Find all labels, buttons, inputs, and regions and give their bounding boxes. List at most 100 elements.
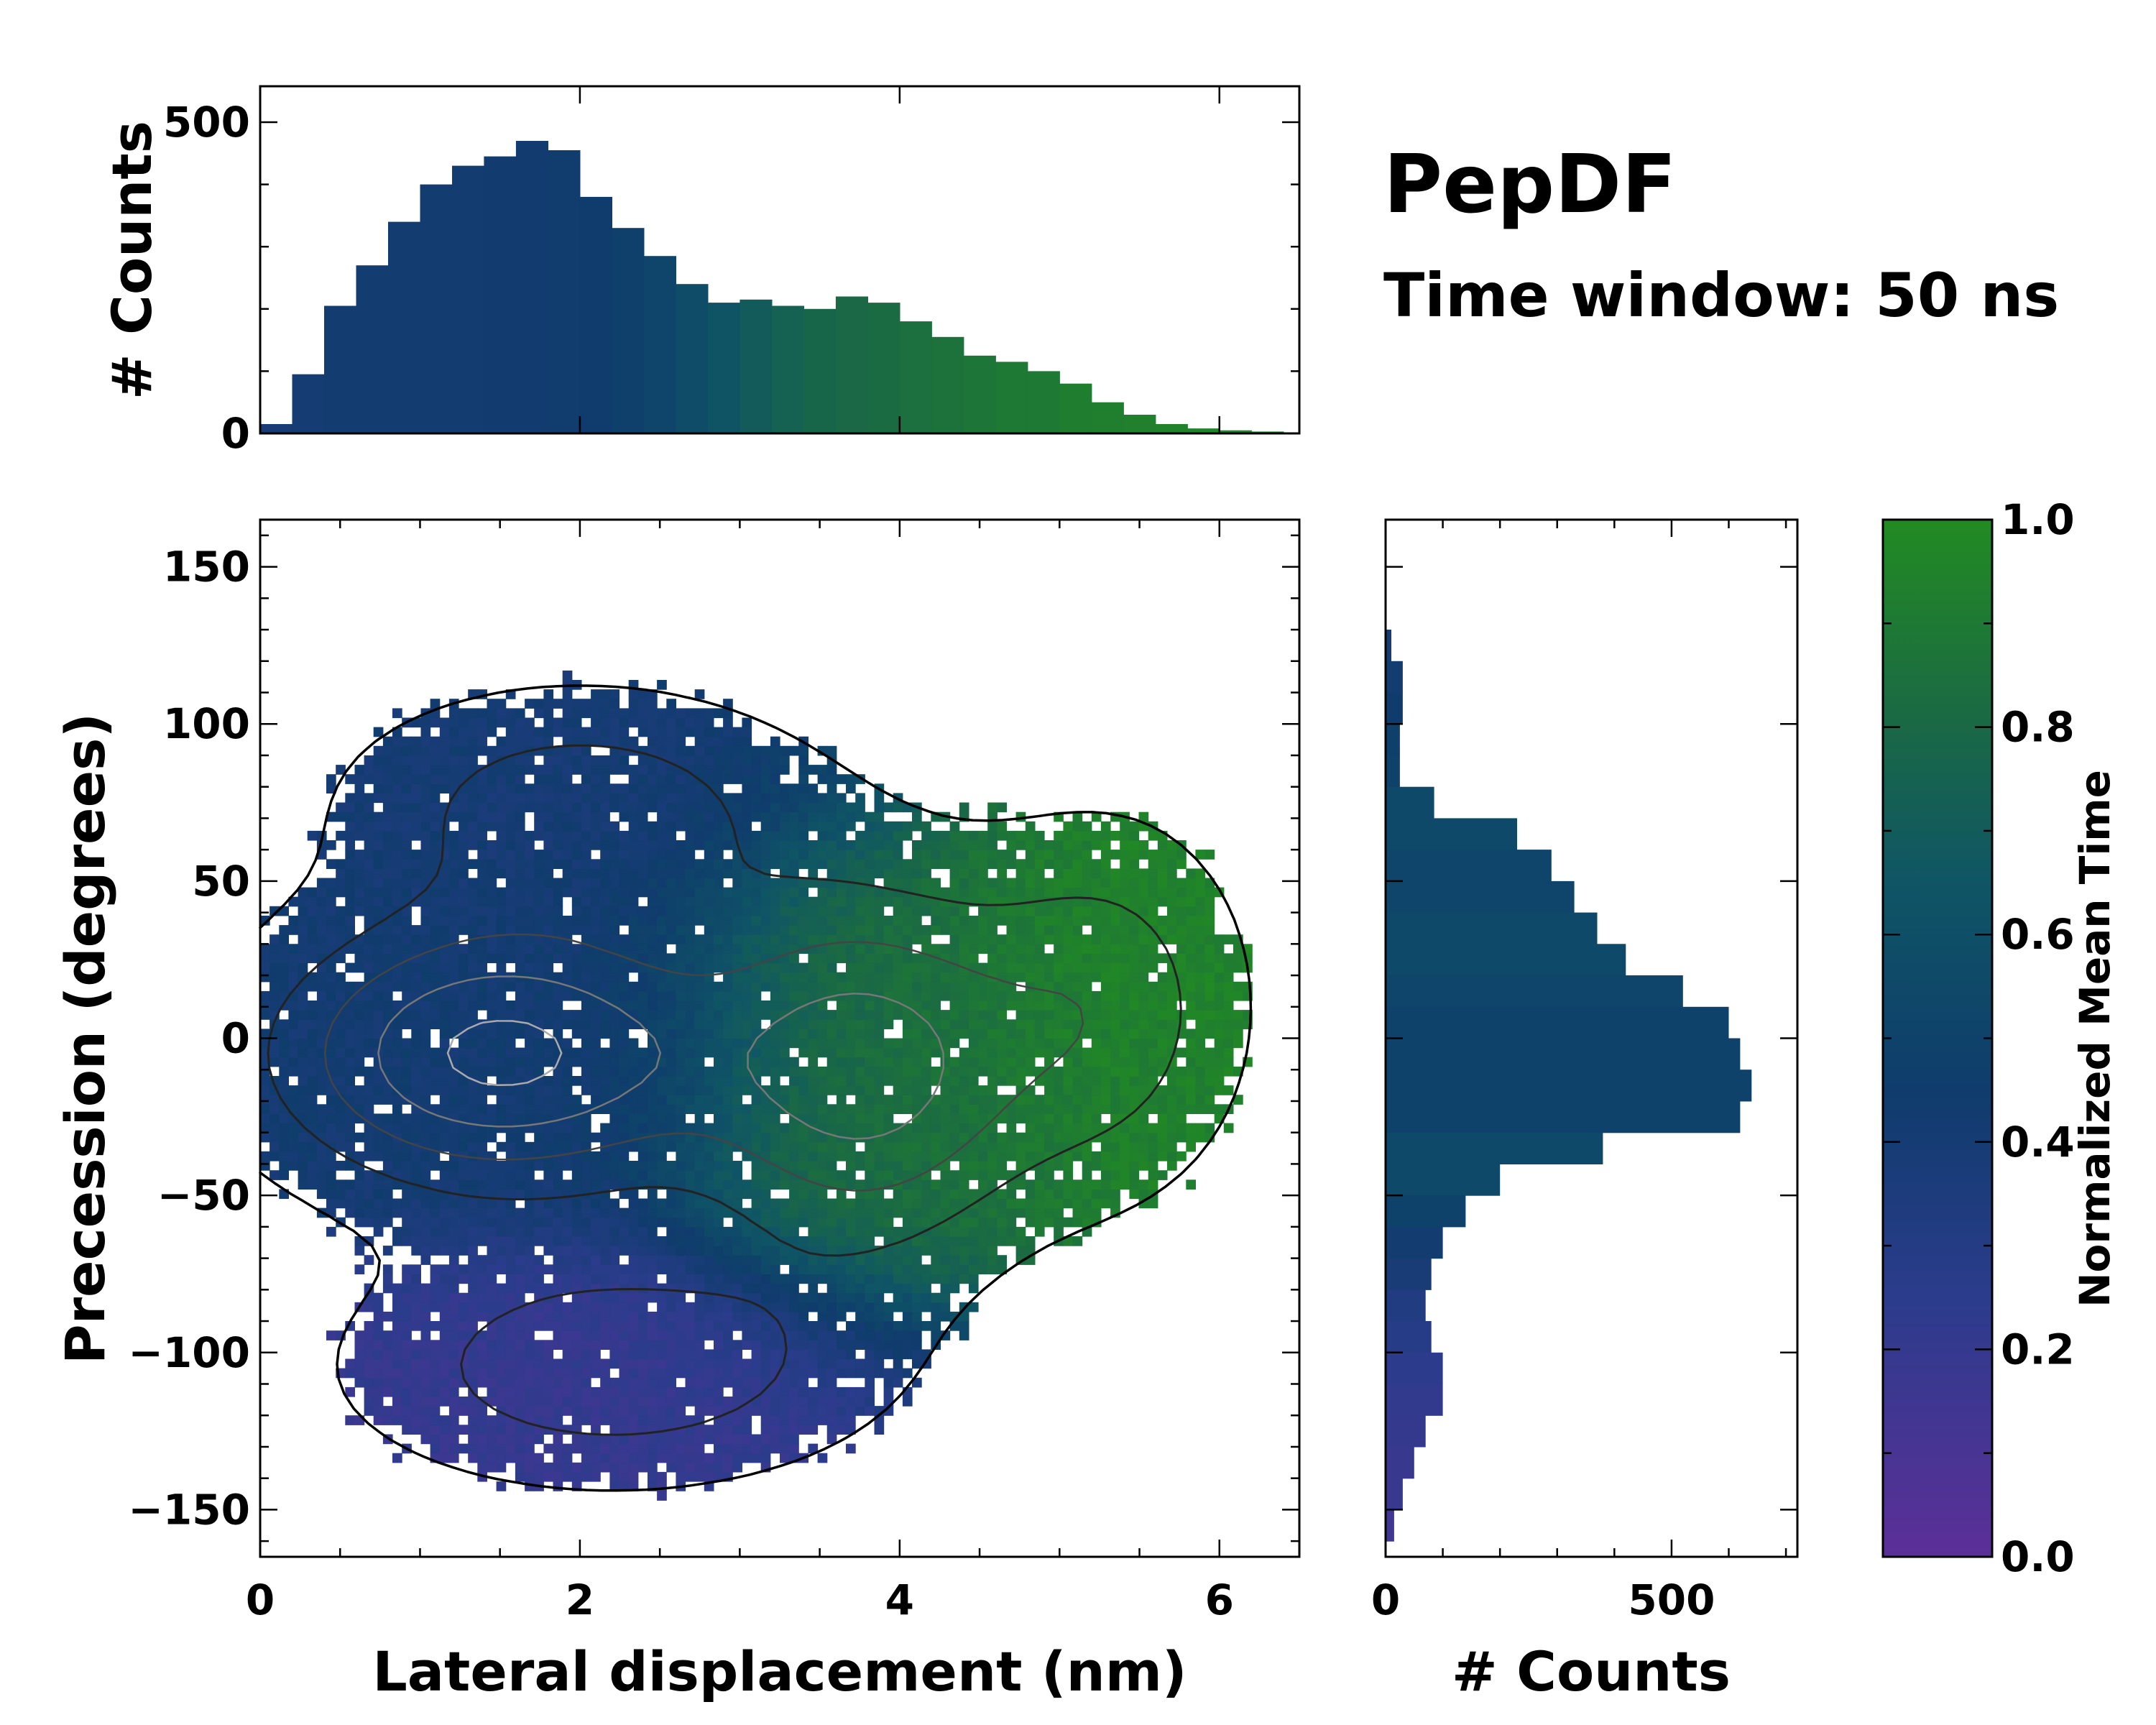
heatmap-cell: [288, 1038, 299, 1049]
heatmap-cell: [959, 1198, 969, 1209]
heatmap-cell: [1006, 1019, 1017, 1029]
heatmap-cell: [883, 1340, 894, 1350]
heatmap-cell: [326, 1047, 336, 1058]
heatmap-cell: [732, 887, 742, 898]
heatmap-cell: [487, 1264, 497, 1274]
heatmap-cell: [505, 1453, 516, 1463]
heatmap-cell: [571, 1386, 582, 1397]
heatmap-cell: [505, 1246, 516, 1256]
heatmap-cell: [562, 1123, 573, 1133]
heatmap-cell: [364, 1208, 374, 1218]
heatmap-cell: [714, 1038, 724, 1049]
heatmap-cell: [902, 972, 913, 983]
heatmap-cell: [1100, 1085, 1111, 1095]
heatmap-cell: [1157, 896, 1168, 907]
heatmap-cell: [373, 1302, 384, 1312]
heatmap-cell: [402, 1311, 412, 1322]
heatmap-cell: [789, 1349, 799, 1360]
heatmap-cell: [1176, 1019, 1187, 1029]
heatmap-cell: [704, 1283, 714, 1294]
heatmap-cell: [505, 1198, 516, 1209]
heatmap-cell: [723, 1358, 733, 1369]
heatmap-cell: [732, 1415, 742, 1425]
heatmap-cell: [1100, 1198, 1111, 1209]
heatmap-cell: [1129, 1141, 1140, 1152]
heatmap-cell: [751, 1274, 762, 1284]
heatmap-cell: [402, 1226, 412, 1237]
heatmap-cell: [448, 1397, 459, 1407]
heatmap-cell: [685, 1151, 696, 1162]
heatmap-cell: [637, 1236, 648, 1246]
heatmap-cell: [997, 962, 1007, 973]
heatmap-cell: [430, 925, 441, 935]
heatmap-cell: [940, 887, 951, 898]
heatmap-cell: [326, 896, 336, 907]
heatmap-cell: [534, 1340, 544, 1350]
heatmap-cell: [808, 878, 819, 888]
heatmap-cell: [628, 1425, 639, 1435]
heatmap-cell: [619, 1246, 630, 1256]
heatmap-cell: [1091, 1000, 1102, 1011]
heatmap-cell: [865, 1406, 875, 1416]
heatmap-cell: [373, 1141, 384, 1152]
heatmap-cell: [883, 1264, 894, 1274]
heatmap-cell: [685, 1471, 696, 1482]
heatmap-cell: [534, 1029, 544, 1039]
heatmap-cell: [685, 1161, 696, 1171]
heatmap-cell: [931, 1255, 941, 1265]
heatmap-cell: [1063, 1076, 1074, 1086]
heatmap-cell: [1072, 1095, 1083, 1105]
heatmap-cell: [637, 1434, 648, 1445]
heatmap-cell: [326, 906, 336, 916]
heatmap-cell: [798, 972, 808, 983]
heatmap-cell: [874, 916, 885, 926]
heatmap-cell: [1006, 1217, 1017, 1228]
heatmap-cell: [1214, 934, 1225, 944]
heatmap-cell: [448, 1226, 459, 1237]
heatmap-cell: [382, 1377, 393, 1388]
heatmap-cell: [591, 1386, 601, 1397]
heatmap-cell: [657, 1104, 667, 1114]
heatmap-cell: [723, 1085, 733, 1095]
heatmap-cell: [893, 878, 903, 888]
heatmap-cell: [600, 1311, 610, 1322]
heatmap-cell: [808, 1386, 819, 1397]
heatmap-cell: [846, 1246, 856, 1256]
heatmap-cell: [978, 1198, 988, 1209]
heatmap-cell: [921, 925, 931, 935]
heatmap-cell: [704, 1453, 714, 1463]
heatmap-cell: [978, 1047, 988, 1058]
heatmap-cell: [846, 1283, 856, 1294]
heatmap-cell: [420, 1066, 431, 1077]
heatmap-cell: [940, 944, 951, 954]
heatmap-cell: [997, 1208, 1007, 1218]
heatmap-cell: [628, 1208, 639, 1218]
heatmap-cell: [439, 1226, 450, 1237]
heatmap-cell: [354, 1340, 365, 1350]
heatmap-cell: [430, 1161, 441, 1171]
heatmap-cell: [723, 1010, 733, 1020]
heatmap-cell: [345, 916, 355, 926]
heatmap-cell: [760, 972, 771, 983]
heatmap-cell: [1138, 1095, 1149, 1105]
heatmap-cell: [902, 981, 913, 992]
heatmap-cell: [931, 1104, 941, 1114]
heatmap-cell: [826, 1386, 837, 1397]
heatmap-cell: [1129, 1151, 1140, 1162]
heatmap-cell: [628, 1292, 639, 1303]
heatmap-cell: [628, 1038, 639, 1049]
heatmap-cell: [373, 1226, 384, 1237]
heatmap-cell: [902, 1340, 913, 1350]
heatmap-cell: [562, 944, 573, 954]
heatmap-cell: [571, 1377, 582, 1388]
heatmap-cell: [959, 1010, 969, 1020]
heatmap-cell: [609, 1161, 620, 1171]
heatmap-cell: [912, 878, 922, 888]
heatmap-cell: [714, 1104, 724, 1114]
heatmap-cell: [637, 1104, 648, 1114]
heatmap-cell: [742, 981, 752, 992]
heatmap-cell: [751, 1208, 762, 1218]
heatmap-cell: [609, 972, 620, 983]
heatmap-cell: [808, 1217, 819, 1228]
heatmap-cell: [874, 1179, 885, 1190]
